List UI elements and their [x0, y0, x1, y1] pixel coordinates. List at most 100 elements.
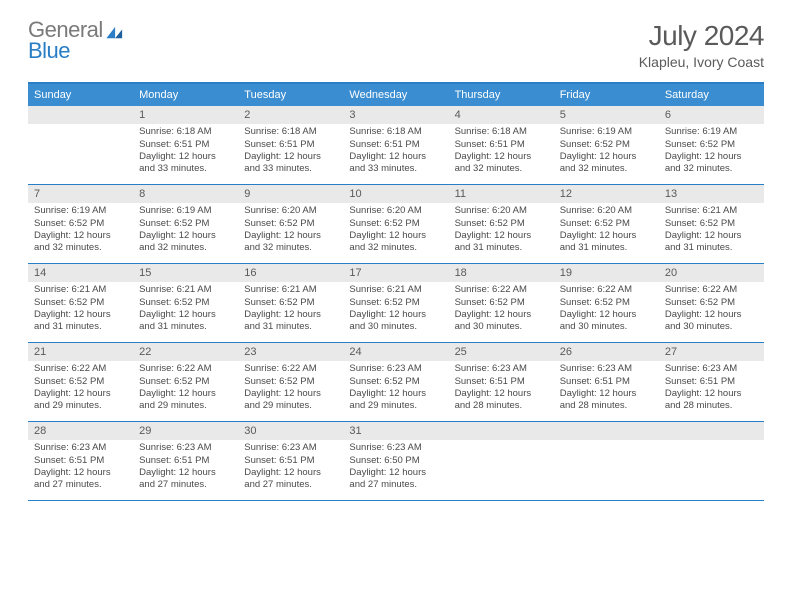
location: Klapleu, Ivory Coast: [639, 54, 764, 70]
month-title: July 2024: [639, 20, 764, 52]
weekday-friday: Friday: [554, 84, 659, 106]
day-body: Sunrise: 6:21 AMSunset: 6:52 PMDaylight:…: [28, 282, 133, 342]
sunrise-line: Sunrise: 6:23 AM: [665, 363, 758, 375]
day-body: Sunrise: 6:23 AMSunset: 6:50 PMDaylight:…: [343, 440, 448, 500]
day-body: Sunrise: 6:22 AMSunset: 6:52 PMDaylight:…: [449, 282, 554, 342]
sunrise-line: Sunrise: 6:22 AM: [665, 284, 758, 296]
sunrise-line: Sunrise: 6:20 AM: [349, 205, 442, 217]
day-body: Sunrise: 6:22 AMSunset: 6:52 PMDaylight:…: [554, 282, 659, 342]
weekday-wednesday: Wednesday: [343, 84, 448, 106]
daylight-line: Daylight: 12 hours and 32 minutes.: [455, 151, 548, 176]
day-number: 15: [133, 264, 238, 282]
daylight-line: Daylight: 12 hours and 32 minutes.: [244, 230, 337, 255]
day-cell: [554, 422, 659, 500]
day-body: Sunrise: 6:21 AMSunset: 6:52 PMDaylight:…: [133, 282, 238, 342]
day-number: 4: [449, 106, 554, 124]
day-cell: 15Sunrise: 6:21 AMSunset: 6:52 PMDayligh…: [133, 264, 238, 342]
sunset-line: Sunset: 6:51 PM: [244, 139, 337, 151]
daylight-line: Daylight: 12 hours and 28 minutes.: [560, 388, 653, 413]
sunset-line: Sunset: 6:52 PM: [455, 218, 548, 230]
sunrise-line: Sunrise: 6:21 AM: [139, 284, 232, 296]
day-cell: 30Sunrise: 6:23 AMSunset: 6:51 PMDayligh…: [238, 422, 343, 500]
empty-day-number: [449, 422, 554, 440]
day-body: Sunrise: 6:18 AMSunset: 6:51 PMDaylight:…: [238, 124, 343, 184]
day-cell: 3Sunrise: 6:18 AMSunset: 6:51 PMDaylight…: [343, 106, 448, 184]
calendar: SundayMondayTuesdayWednesdayThursdayFrid…: [28, 82, 764, 501]
sunset-line: Sunset: 6:52 PM: [34, 297, 127, 309]
day-cell: 21Sunrise: 6:22 AMSunset: 6:52 PMDayligh…: [28, 343, 133, 421]
daylight-line: Daylight: 12 hours and 27 minutes.: [349, 467, 442, 492]
sunrise-line: Sunrise: 6:23 AM: [34, 442, 127, 454]
empty-day-number: [554, 422, 659, 440]
day-cell: 9Sunrise: 6:20 AMSunset: 6:52 PMDaylight…: [238, 185, 343, 263]
day-number: 19: [554, 264, 659, 282]
day-body: Sunrise: 6:18 AMSunset: 6:51 PMDaylight:…: [343, 124, 448, 184]
day-number: 14: [28, 264, 133, 282]
daylight-line: Daylight: 12 hours and 31 minutes.: [139, 309, 232, 334]
sunrise-line: Sunrise: 6:18 AM: [455, 126, 548, 138]
daylight-line: Daylight: 12 hours and 32 minutes.: [665, 151, 758, 176]
day-cell: 17Sunrise: 6:21 AMSunset: 6:52 PMDayligh…: [343, 264, 448, 342]
day-number: 29: [133, 422, 238, 440]
sunrise-line: Sunrise: 6:21 AM: [34, 284, 127, 296]
sunset-line: Sunset: 6:52 PM: [560, 139, 653, 151]
day-number: 31: [343, 422, 448, 440]
daylight-line: Daylight: 12 hours and 32 minutes.: [34, 230, 127, 255]
daylight-line: Daylight: 12 hours and 31 minutes.: [455, 230, 548, 255]
day-body: Sunrise: 6:20 AMSunset: 6:52 PMDaylight:…: [554, 203, 659, 263]
sunset-line: Sunset: 6:52 PM: [349, 376, 442, 388]
sunset-line: Sunset: 6:51 PM: [455, 376, 548, 388]
day-cell: [28, 106, 133, 184]
weekday-sunday: Sunday: [28, 84, 133, 106]
sunset-line: Sunset: 6:52 PM: [560, 218, 653, 230]
sunrise-line: Sunrise: 6:23 AM: [349, 363, 442, 375]
day-cell: [659, 422, 764, 500]
daylight-line: Daylight: 12 hours and 27 minutes.: [139, 467, 232, 492]
day-body: Sunrise: 6:22 AMSunset: 6:52 PMDaylight:…: [133, 361, 238, 421]
day-cell: 25Sunrise: 6:23 AMSunset: 6:51 PMDayligh…: [449, 343, 554, 421]
sunrise-line: Sunrise: 6:19 AM: [34, 205, 127, 217]
daylight-line: Daylight: 12 hours and 29 minutes.: [139, 388, 232, 413]
daylight-line: Daylight: 12 hours and 31 minutes.: [34, 309, 127, 334]
day-number: 18: [449, 264, 554, 282]
sunset-line: Sunset: 6:52 PM: [665, 139, 758, 151]
sunrise-line: Sunrise: 6:21 AM: [665, 205, 758, 217]
day-cell: 23Sunrise: 6:22 AMSunset: 6:52 PMDayligh…: [238, 343, 343, 421]
day-number: 9: [238, 185, 343, 203]
daylight-line: Daylight: 12 hours and 31 minutes.: [665, 230, 758, 255]
day-body: Sunrise: 6:22 AMSunset: 6:52 PMDaylight:…: [28, 361, 133, 421]
sunset-line: Sunset: 6:51 PM: [139, 139, 232, 151]
daylight-line: Daylight: 12 hours and 33 minutes.: [244, 151, 337, 176]
daylight-line: Daylight: 12 hours and 27 minutes.: [34, 467, 127, 492]
sunset-line: Sunset: 6:52 PM: [139, 297, 232, 309]
day-number: 16: [238, 264, 343, 282]
day-body: Sunrise: 6:21 AMSunset: 6:52 PMDaylight:…: [238, 282, 343, 342]
sunset-line: Sunset: 6:52 PM: [34, 376, 127, 388]
daylight-line: Daylight: 12 hours and 29 minutes.: [349, 388, 442, 413]
day-number: 25: [449, 343, 554, 361]
sunrise-line: Sunrise: 6:20 AM: [455, 205, 548, 217]
logo-word2: Blue: [28, 38, 70, 63]
daylight-line: Daylight: 12 hours and 32 minutes.: [139, 230, 232, 255]
day-cell: 27Sunrise: 6:23 AMSunset: 6:51 PMDayligh…: [659, 343, 764, 421]
sunset-line: Sunset: 6:52 PM: [665, 297, 758, 309]
week-row: 7Sunrise: 6:19 AMSunset: 6:52 PMDaylight…: [28, 185, 764, 264]
day-number: 2: [238, 106, 343, 124]
logo: GeneralBlue: [28, 20, 128, 62]
empty-day-number: [659, 422, 764, 440]
day-number: 6: [659, 106, 764, 124]
daylight-line: Daylight: 12 hours and 29 minutes.: [34, 388, 127, 413]
sunset-line: Sunset: 6:51 PM: [349, 139, 442, 151]
day-cell: 16Sunrise: 6:21 AMSunset: 6:52 PMDayligh…: [238, 264, 343, 342]
day-number: 26: [554, 343, 659, 361]
day-body: Sunrise: 6:21 AMSunset: 6:52 PMDaylight:…: [343, 282, 448, 342]
sunrise-line: Sunrise: 6:21 AM: [349, 284, 442, 296]
day-number: 22: [133, 343, 238, 361]
sunrise-line: Sunrise: 6:23 AM: [455, 363, 548, 375]
day-body: Sunrise: 6:20 AMSunset: 6:52 PMDaylight:…: [238, 203, 343, 263]
day-number: 5: [554, 106, 659, 124]
daylight-line: Daylight: 12 hours and 30 minutes.: [349, 309, 442, 334]
day-body: Sunrise: 6:23 AMSunset: 6:51 PMDaylight:…: [554, 361, 659, 421]
sunrise-line: Sunrise: 6:21 AM: [244, 284, 337, 296]
day-number: 24: [343, 343, 448, 361]
